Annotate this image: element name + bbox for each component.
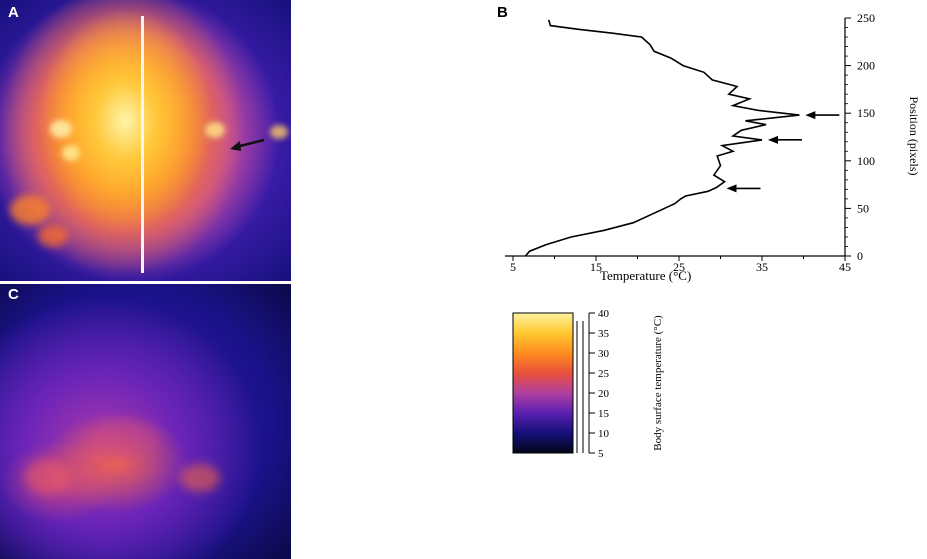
colorbar-gradient xyxy=(512,312,574,454)
hot-spot xyxy=(205,122,225,138)
thermal-image-c: C xyxy=(0,284,291,559)
colorbar-tick-label: 25 xyxy=(598,368,610,380)
hot-spot xyxy=(50,120,72,138)
colorbar: 5 10 15 20 25 30 35 40 xyxy=(512,308,610,460)
y-tick-label: 250 xyxy=(857,11,875,25)
y-tick-label: 100 xyxy=(857,154,875,168)
y-tick-label: 0 xyxy=(857,249,863,263)
hot-spot xyxy=(270,125,288,139)
x-tick-label: 45 xyxy=(839,260,851,274)
arrow-icon xyxy=(805,111,840,120)
arrow-icon xyxy=(768,135,802,144)
warm-patch xyxy=(180,464,220,492)
hot-spot xyxy=(62,145,80,161)
x-tick-label: 5 xyxy=(510,260,516,274)
profile-axes: 5 15 25 35 45 0 50 100 150 200 250 xyxy=(505,11,875,274)
x-tick-label: 15 xyxy=(590,260,602,274)
warm-patch xyxy=(25,459,70,494)
colorbar-label: Body surface temperature (°C) xyxy=(652,315,664,451)
arrow-icon xyxy=(230,138,265,151)
y-tick-label: 200 xyxy=(857,59,875,73)
y-tick-label: 150 xyxy=(857,106,875,120)
panel-label-c: C xyxy=(8,286,19,303)
panel-label-a: A xyxy=(8,4,19,21)
colorbar-tick-label: 20 xyxy=(598,388,610,400)
colorbar-tick-label: 30 xyxy=(598,348,610,360)
warm-patch xyxy=(90,419,160,459)
x-axis-label: Temperature (°C) xyxy=(600,268,692,283)
thermal-image-a: A xyxy=(0,0,291,281)
colorbar-tick-label: 5 xyxy=(598,448,604,460)
scan-line xyxy=(141,16,144,273)
colorbar-tick-label: 15 xyxy=(598,408,610,420)
x-tick-label: 35 xyxy=(756,260,768,274)
colorbar-tick-label: 10 xyxy=(598,428,610,440)
y-tick-label: 50 xyxy=(857,201,869,215)
y-axis-label: Position (pixels) xyxy=(907,96,921,176)
arrow-icon xyxy=(726,184,761,193)
profile-line xyxy=(524,19,800,257)
warm-patch xyxy=(38,225,68,247)
colorbar-tick-label: 40 xyxy=(598,308,610,320)
x-tick-label: 25 xyxy=(673,260,685,274)
panel-label-b: B xyxy=(497,4,508,21)
warm-patch xyxy=(10,195,50,225)
colorbar-tick-label: 35 xyxy=(598,328,610,340)
profile-arrows xyxy=(726,111,840,193)
